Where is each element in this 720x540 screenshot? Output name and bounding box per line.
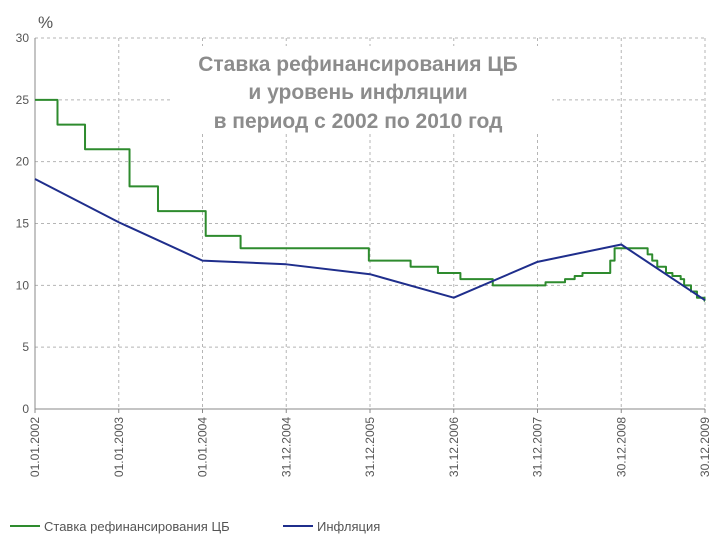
chart-title-line-3: в период с 2002 по 2010 год: [214, 110, 503, 133]
chart-title-line-2: и уровень инфляции: [248, 81, 467, 104]
y-tick-label: 15: [16, 217, 30, 231]
legend-label-inflation: Инфляция: [317, 519, 380, 534]
y-tick-label: 0: [22, 402, 29, 416]
chart-title-background: [172, 46, 552, 134]
x-tick-label: 01.01.2003: [112, 417, 126, 477]
series-line-inflation: [34, 178, 706, 302]
x-tick-label: 30.12.2009: [698, 417, 712, 477]
y-tick-label: 10: [16, 278, 30, 292]
series-layer: [34, 98, 706, 302]
y-tick-label: 30: [16, 31, 30, 45]
y-tick-label: 5: [22, 340, 29, 354]
x-tick-label: 31.12.2004: [279, 417, 293, 477]
x-tick-label: 01.01.2002: [28, 417, 42, 477]
x-tick-label: 01.01.2004: [196, 417, 210, 477]
x-tick-label: 31.12.2007: [531, 417, 545, 477]
series-line-refinancing-rate: [35, 98, 706, 302]
y-tick-label: 25: [16, 93, 30, 107]
x-tick-label: 31.12.2005: [363, 417, 377, 477]
y-tick-labels: 0 5 10 15 20 25 30: [16, 31, 30, 416]
x-tick-labels: 01.01.2002 01.01.2003 01.01.2004 31.12.2004…: [28, 417, 712, 477]
chart-title: Ставка рефинансирования ЦБ и уровень инф…: [172, 46, 552, 134]
x-tick-label: 31.12.2006: [447, 417, 461, 477]
y-tick-label: 20: [16, 155, 30, 169]
chart-title-line-1: Ставка рефинансирования ЦБ: [198, 53, 518, 76]
x-tick-label: 30.12.2008: [614, 417, 628, 477]
y-unit-label: %: [38, 13, 53, 32]
legend-label-refinancing-rate: Ставка рефинансирования ЦБ: [44, 519, 230, 534]
legend: Ставка рефинансирования ЦБ Инфляция: [10, 519, 380, 534]
